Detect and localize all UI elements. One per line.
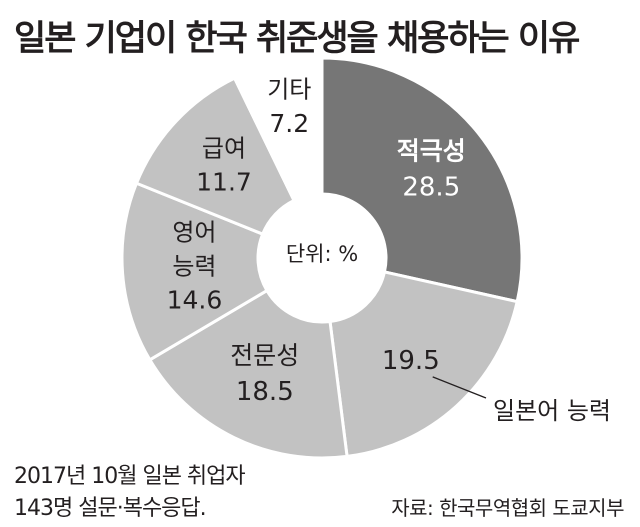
slice-1-value: 28.5 [402, 173, 460, 203]
slice-5-name: 급여 [202, 135, 246, 163]
leader-lines [432, 376, 487, 399]
source-credit: 자료: 한국무역협회 도쿄지부 [391, 496, 624, 520]
survey-note-line-2: 143명 설문·복수응답. [14, 496, 207, 521]
slice-1-name: 적극성 [397, 137, 466, 166]
center-unit-label: 단위: % [286, 242, 358, 266]
slice-5-value: 11.7 [196, 168, 252, 197]
slice-6 [232, 56, 324, 203]
slice-4-value: 14.6 [167, 286, 223, 315]
slice-4-name: 능력 [172, 253, 216, 281]
slice-4-name: 영어 [172, 219, 216, 247]
leader-line-2 [432, 376, 487, 399]
slice-2-value: 19.5 [382, 346, 440, 376]
slice-3-name: 전문성 [230, 341, 299, 370]
slice-1 [320, 56, 524, 304]
slice-6-name: 기타 [267, 76, 311, 104]
slice-3-value: 18.5 [236, 377, 294, 407]
slice-4 [120, 181, 269, 362]
slice-3 [147, 288, 349, 460]
slice-5 [134, 76, 297, 237]
slice-2-name: 일본어 능력 [493, 397, 611, 425]
slice-2 [328, 270, 519, 459]
survey-note-line-1: 2017년 10월 일본 취업자 [14, 464, 246, 489]
slice-6-value: 7.2 [269, 109, 309, 138]
donut-slices [120, 56, 524, 460]
chart-title: 일본 기업이 한국 취준생을 채용하는 이유 [14, 19, 580, 59]
